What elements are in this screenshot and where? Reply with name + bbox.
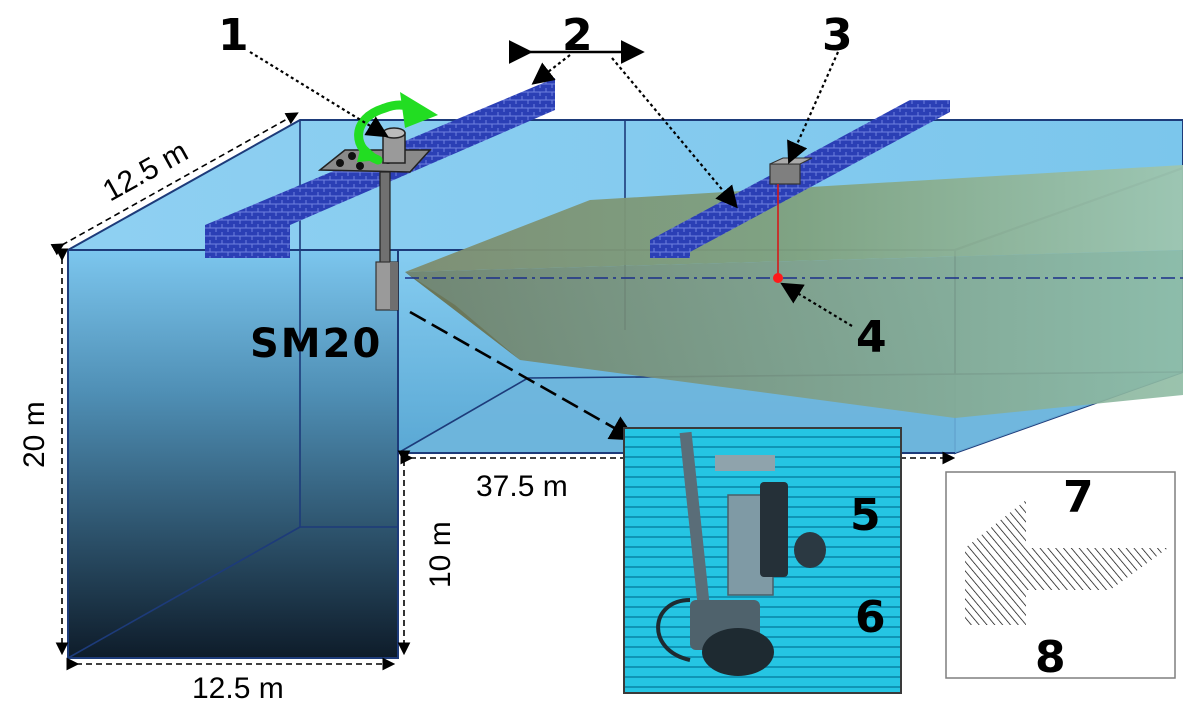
dim-height-shallow: 10 m [424, 521, 457, 588]
callout-numbers: 1 2 3 4 5 6 7 8 [218, 10, 1094, 683]
label-8: 8 [1035, 632, 1066, 683]
target-sphere [773, 273, 783, 283]
label-4: 4 [856, 312, 887, 363]
beam-upper-surface [405, 165, 1183, 272]
tank-deep-front-face [67, 249, 399, 659]
leader-3 [787, 51, 840, 165]
label-6: 6 [855, 592, 886, 643]
hatched-beam-section [965, 500, 1168, 625]
rotation-arrow-icon [354, 92, 438, 165]
mast-pole [379, 171, 391, 268]
label-3: 3 [822, 10, 853, 61]
dim-height-deep: 20 m [18, 401, 51, 468]
label-1: 1 [218, 10, 249, 61]
photo-sonar-device [656, 431, 826, 676]
dim-length: 37.5 m [476, 470, 568, 503]
beam-section-inset [945, 471, 1176, 679]
sonar-photo-inset [623, 427, 902, 694]
label-7: 7 [1063, 472, 1094, 523]
sonar-model-label: SM20 [250, 321, 382, 367]
beam-tip-shade [405, 272, 520, 360]
sonar-beam [405, 165, 1183, 418]
leader-4 [780, 282, 853, 327]
label-5: 5 [850, 490, 881, 541]
dim-bottom-width: 12.5 m [192, 672, 284, 702]
leader-2b [611, 57, 738, 209]
target-winch-box [769, 163, 801, 185]
sonar-to-photo-arrow [409, 310, 637, 441]
leader-1 [249, 51, 389, 138]
label-2: 2 [562, 10, 593, 61]
beam-lower-surface [405, 250, 1183, 418]
